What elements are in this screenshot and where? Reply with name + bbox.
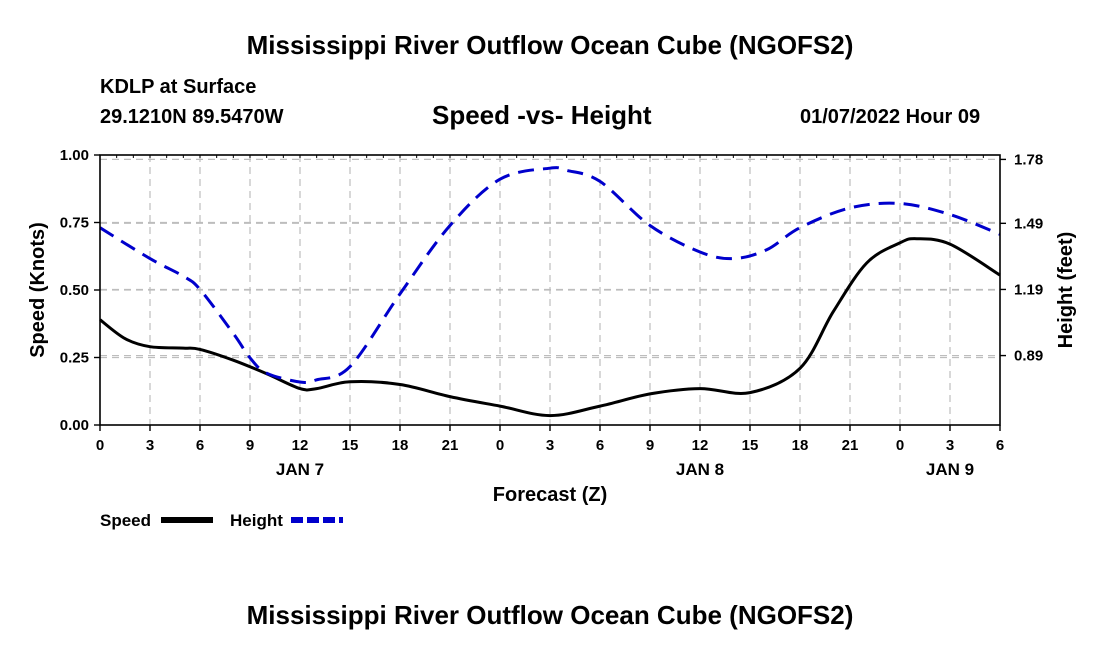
y-tick-label: 1.00 (60, 147, 89, 164)
grid-lines (100, 155, 1000, 425)
y2-tick-label: 0.89 (1014, 348, 1043, 365)
date-label: JAN 7 (276, 460, 324, 479)
x-tick-label: 15 (342, 437, 359, 454)
series-lines (99, 166, 1001, 418)
x-tick-label: 9 (246, 437, 254, 454)
x-axis-label: Forecast (Z) (493, 484, 607, 506)
x-tick-label: 0 (96, 437, 104, 454)
y2-tick-label: 1.49 (1014, 215, 1043, 232)
x-tick-label: 12 (292, 437, 309, 454)
x-tick-label: 21 (842, 437, 859, 454)
x-tick-label: 3 (946, 437, 954, 454)
chart-subtitle: Speed -vs- Height (432, 100, 652, 130)
x-tick-label: 0 (496, 437, 504, 454)
date-label: JAN 8 (676, 460, 724, 479)
x-tick-label: 0 (896, 437, 904, 454)
legend-label-height: Height (230, 511, 283, 530)
y-tick-label: 0.50 (60, 282, 89, 299)
x-tick-label: 18 (792, 437, 809, 454)
series-line-speed (99, 237, 1001, 418)
x-tick-label: 15 (742, 437, 759, 454)
y-axis-label: Speed (Knots) (27, 222, 49, 358)
forecast-datetime: 01/07/2022 Hour 09 (800, 106, 981, 128)
location-coordinates: 29.1210N 89.5470W (100, 106, 284, 128)
y2-axis-label: Height (feet) (1055, 232, 1077, 349)
x-tick-label: 12 (692, 437, 709, 454)
x-tick-label: 21 (442, 437, 459, 454)
date-label: JAN 9 (926, 460, 974, 479)
x-tick-label: 18 (392, 437, 409, 454)
footer-title: Mississippi River Outflow Ocean Cube (NG… (246, 600, 854, 630)
x-tick-label: 3 (146, 437, 154, 454)
station-label: KDLP at Surface (100, 76, 257, 98)
x-tick-label: 9 (646, 437, 654, 454)
chart-title: Mississippi River Outflow Ocean Cube (NG… (246, 30, 854, 60)
x-tick-label: 6 (196, 437, 204, 454)
y2-tick-label: 1.19 (1014, 281, 1043, 298)
axes: 0 3 6 9 12 15 18 21 0 3 6 9 12 15 18 21 0 3 6 JAN 7 JAN 8 JAN… (60, 147, 1043, 479)
legend-label-speed: Speed (100, 511, 151, 530)
legend: Speed Height (100, 511, 343, 530)
y2-tick-label: 1.78 (1014, 151, 1043, 168)
x-tick-label: 3 (546, 437, 554, 454)
y-tick-label: 0.75 (60, 215, 89, 232)
x-tick-label: 6 (596, 437, 604, 454)
x-tick-label: 6 (996, 437, 1004, 454)
y-tick-label: 0.25 (60, 350, 89, 367)
y-tick-label: 0.00 (60, 417, 89, 434)
